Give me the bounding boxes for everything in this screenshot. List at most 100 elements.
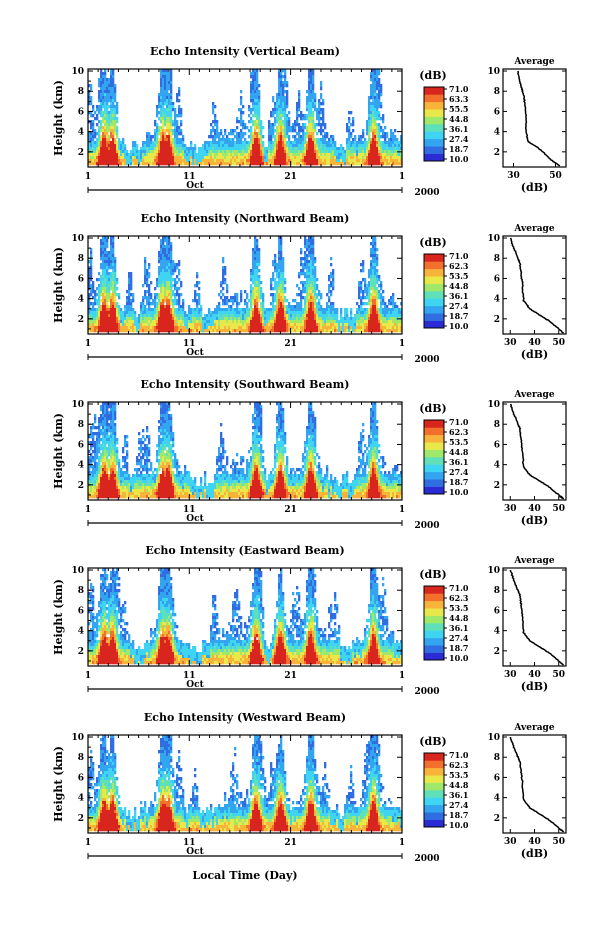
- heatmap-cell: [216, 305, 219, 309]
- heatmap-cell: [250, 132, 253, 136]
- heatmap-cell: [372, 329, 375, 333]
- heatmap-cell: [376, 123, 379, 127]
- heatmap-cell: [98, 305, 101, 309]
- heatmap-cell: [268, 150, 271, 154]
- heatmap-cell: [320, 326, 323, 330]
- heatmap-cell: [100, 150, 103, 154]
- heatmap-cell: [212, 159, 215, 163]
- heatmap-cell: [290, 329, 293, 333]
- heatmap-cell: [130, 314, 133, 318]
- heatmap-cell: [372, 162, 375, 166]
- heatmap-cell: [160, 278, 163, 282]
- heatmap-cell: [380, 156, 383, 160]
- heatmap-cell: [360, 317, 363, 321]
- heatmap-cell: [98, 323, 101, 327]
- heatmap-cell: [254, 90, 257, 94]
- heatmap-cell: [298, 320, 301, 324]
- colorbar-segment: [424, 146, 444, 154]
- heatmap-cell: [150, 144, 153, 148]
- heatmap-cell: [332, 302, 335, 306]
- heatmap-cell: [400, 141, 402, 145]
- heatmap-cell: [110, 69, 113, 73]
- heatmap-cell: [112, 69, 115, 73]
- heatmap-cell: [100, 248, 103, 252]
- heatmap-cell: [172, 153, 175, 157]
- heatmap-cell: [258, 278, 261, 282]
- heatmap-cell: [312, 117, 315, 121]
- heatmap-cell: [166, 275, 169, 279]
- heatmap-cell: [314, 290, 317, 294]
- heatmap-cell: [174, 311, 177, 315]
- heatmap-cell: [154, 299, 157, 303]
- heatmap-cell: [100, 266, 103, 270]
- heatmap-cell: [158, 147, 161, 151]
- heatmap-cell: [176, 144, 179, 148]
- heatmap-cell: [254, 314, 257, 318]
- heatmap-cell: [308, 150, 311, 154]
- heatmap-cell: [130, 281, 133, 285]
- heatmap-cell: [104, 132, 107, 136]
- heatmap-cell: [310, 269, 313, 273]
- heatmap-cell: [386, 323, 389, 327]
- heatmap-cell: [246, 147, 249, 151]
- heatmap-cell: [88, 308, 91, 312]
- heatmap-cell: [98, 81, 101, 85]
- heatmap-cell: [170, 257, 173, 261]
- heatmap-cell: [164, 159, 167, 163]
- heatmap-cell: [310, 272, 313, 276]
- heatmap-cell: [208, 329, 211, 333]
- heatmap-cell: [328, 299, 331, 303]
- heatmap-cell: [182, 147, 185, 151]
- heatmap-cell: [302, 281, 305, 285]
- heatmap-cell: [376, 323, 379, 327]
- heatmap-cell: [122, 329, 125, 333]
- heatmap-cell: [320, 293, 323, 297]
- heatmap-cell: [156, 156, 159, 160]
- heatmap-cell: [332, 144, 335, 148]
- heatmap-cell: [376, 126, 379, 130]
- heatmap-cell: [268, 141, 271, 145]
- heatmap-cell: [90, 266, 93, 270]
- heatmap-cell: [302, 290, 305, 294]
- heatmap-cell: [254, 305, 257, 309]
- heatmap-cell: [284, 305, 287, 309]
- heatmap-cell: [284, 75, 287, 79]
- heatmap-cell: [278, 317, 281, 321]
- heatmap-cell: [366, 329, 369, 333]
- heatmap-cell: [358, 323, 361, 327]
- heatmap-cell: [306, 153, 309, 157]
- heatmap-cell: [256, 72, 259, 76]
- heatmap-cell: [364, 302, 367, 306]
- heatmap-cell: [384, 150, 387, 154]
- heatmap-cell: [160, 141, 163, 145]
- heatmap-cell: [272, 326, 275, 330]
- heatmap-cell: [156, 114, 159, 118]
- heatmap-cell: [374, 323, 377, 327]
- heatmap-cell: [170, 299, 173, 303]
- heatmap-cell: [252, 296, 255, 300]
- heatmap-cell: [282, 75, 285, 79]
- heatmap-cell: [280, 138, 283, 142]
- heatmap-cell: [302, 144, 305, 148]
- heatmap-cell: [368, 290, 371, 294]
- heatmap-cell: [140, 329, 143, 333]
- heatmap-cell: [236, 317, 239, 321]
- heatmap-cell: [240, 135, 243, 139]
- heatmap-cell: [108, 329, 111, 333]
- heatmap-cell: [140, 317, 143, 321]
- heatmap-cell: [114, 153, 117, 157]
- heatmap-cell: [316, 320, 319, 324]
- heatmap-cell: [240, 96, 243, 100]
- heatmap-cell: [208, 150, 211, 154]
- heatmap-cell: [370, 147, 373, 151]
- heatmap-cell: [326, 132, 329, 136]
- heatmap-cell: [376, 248, 379, 252]
- heatmap-cell: [162, 150, 165, 154]
- heatmap-cell: [92, 329, 95, 333]
- heatmap-cell: [268, 123, 271, 127]
- heatmap-cell: [312, 296, 315, 300]
- heatmap-cell: [260, 159, 263, 163]
- heatmap-cell: [336, 323, 339, 327]
- heatmap-cell: [338, 320, 341, 324]
- heatmap-cell: [248, 323, 251, 327]
